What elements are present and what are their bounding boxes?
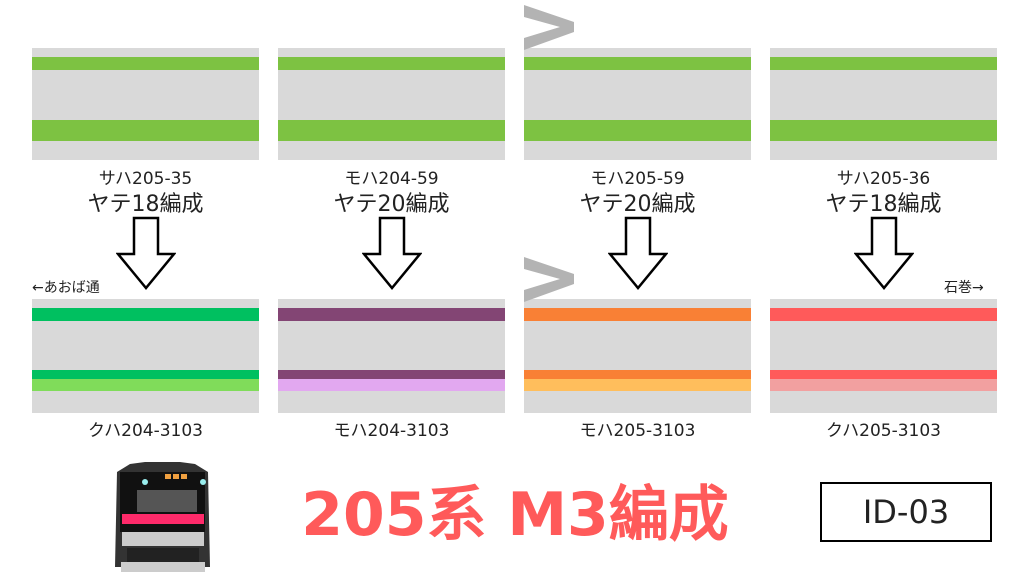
car-number: モハ204-3103: [333, 421, 450, 441]
train-front-icon: [115, 462, 210, 572]
down-arrow-icon: [608, 216, 668, 290]
down-arrow-icon: [116, 216, 176, 290]
id-label: ID-03: [820, 482, 992, 542]
stripe: [278, 57, 505, 70]
down-arrow-icon: [854, 216, 914, 290]
car-before-0: [32, 48, 259, 160]
stripe: [32, 57, 259, 70]
page-title: 205系 M3編成: [301, 480, 729, 550]
car-number: クハ205-3103: [826, 421, 941, 441]
stripe: [770, 120, 997, 141]
car-number: モハ205-59: [590, 169, 685, 189]
stripe: [278, 379, 505, 391]
stripe: [770, 379, 997, 391]
stripe: [770, 370, 997, 379]
stripe: [32, 370, 259, 379]
stripe: [770, 308, 997, 321]
stripe: [770, 57, 997, 70]
stripe: [524, 379, 751, 391]
formation-label: ヤテ18編成: [87, 192, 204, 217]
car-after-2: [524, 299, 751, 413]
car-number: モハ204-59: [344, 169, 439, 189]
direction-left-label: ←あおば通: [32, 280, 100, 296]
stripe: [32, 379, 259, 391]
car-before-1: [278, 48, 505, 160]
stripe: [32, 308, 259, 321]
stripe: [278, 370, 505, 379]
formation-label: ヤテ18編成: [825, 192, 942, 217]
car-after-3: [770, 299, 997, 413]
down-arrow-icon: [362, 216, 422, 290]
formation-label: ヤテ20編成: [579, 192, 696, 217]
chevron-decoration-icon: [524, 257, 574, 302]
stripe: [524, 370, 751, 379]
car-before-3: [770, 48, 997, 160]
car-after-1: [278, 299, 505, 413]
formation-label: ヤテ20編成: [333, 192, 450, 217]
direction-right-label: 石巻→: [944, 280, 984, 296]
stripe: [278, 120, 505, 141]
car-number: モハ205-3103: [579, 421, 696, 441]
car-after-0: [32, 299, 259, 413]
stripe: [278, 308, 505, 321]
stripe: [524, 308, 751, 321]
car-number: クハ204-3103: [88, 421, 203, 441]
chevron-decoration-icon: [524, 5, 574, 50]
stripe: [524, 120, 751, 141]
car-before-2: [524, 48, 751, 160]
car-number: サハ205-35: [98, 169, 193, 189]
car-number: サハ205-36: [836, 169, 931, 189]
stripe: [32, 120, 259, 141]
stripe: [524, 57, 751, 70]
